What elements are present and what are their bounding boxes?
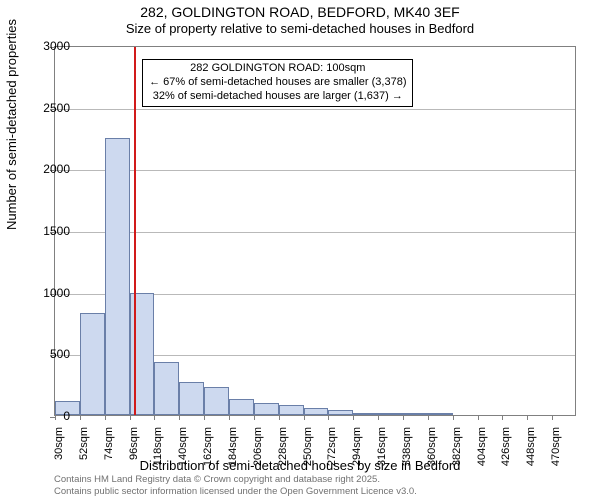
y-axis-label: Number of semi-detached properties: [4, 19, 19, 230]
annot-line1: 282 GOLDINGTON ROAD: 100sqm: [149, 62, 406, 76]
histogram-bar: [105, 138, 130, 416]
y-tick-label: 1000: [30, 286, 70, 300]
y-tick-label: 500: [30, 347, 70, 361]
x-tick: [304, 415, 305, 420]
histogram-bar: [254, 403, 279, 415]
histogram-bar: [154, 362, 179, 415]
x-tick-label: 74sqm: [103, 427, 115, 460]
x-tick: [105, 415, 106, 420]
x-tick: [552, 415, 553, 420]
histogram-bar: [428, 413, 453, 415]
plot-inner: 30sqm52sqm74sqm96sqm118sqm140sqm162sqm18…: [54, 46, 576, 416]
x-tick: [130, 415, 131, 420]
x-tick: [254, 415, 255, 420]
x-tick: [279, 415, 280, 420]
histogram-bar: [304, 408, 329, 415]
gridline: [55, 232, 575, 233]
histogram-bar: [204, 387, 229, 415]
histogram-bar: [229, 399, 254, 415]
x-tick: [179, 415, 180, 420]
x-tick: [328, 415, 329, 420]
annot-line3: 32% of semi-detached houses are larger (…: [149, 90, 406, 104]
histogram-bar: [353, 413, 378, 415]
x-tick: [527, 415, 528, 420]
x-tick: [428, 415, 429, 420]
x-tick: [229, 415, 230, 420]
histogram-bar: [403, 413, 428, 415]
y-tick-label: 0: [30, 409, 70, 423]
footer-line1: Contains HM Land Registry data © Crown c…: [54, 474, 417, 486]
x-tick: [204, 415, 205, 420]
x-tick: [403, 415, 404, 420]
gridline: [55, 109, 575, 110]
y-tick-label: 2500: [30, 101, 70, 115]
x-tick: [453, 415, 454, 420]
property-marker-line: [134, 47, 136, 415]
histogram-bar: [328, 410, 353, 415]
x-tick: [502, 415, 503, 420]
x-tick: [80, 415, 81, 420]
histogram-bar: [179, 382, 204, 415]
x-tick: [378, 415, 379, 420]
x-tick-label: 96sqm: [128, 427, 140, 460]
histogram-bar: [378, 413, 403, 415]
footer-line2: Contains public sector information licen…: [54, 486, 417, 498]
y-tick-label: 2000: [30, 162, 70, 176]
chart-title-block: 282, GOLDINGTON ROAD, BEDFORD, MK40 3EF …: [0, 4, 600, 36]
x-tick-label: 52sqm: [78, 427, 90, 460]
chart-title: 282, GOLDINGTON ROAD, BEDFORD, MK40 3EF: [0, 4, 600, 20]
gridline: [55, 170, 575, 171]
x-tick-label: 30sqm: [53, 427, 65, 460]
chart-subtitle: Size of property relative to semi-detach…: [0, 21, 600, 36]
histogram-bar: [279, 405, 304, 415]
attribution-footer: Contains HM Land Registry data © Crown c…: [54, 474, 417, 498]
x-tick: [154, 415, 155, 420]
chart-plot-area: 30sqm52sqm74sqm96sqm118sqm140sqm162sqm18…: [54, 46, 576, 416]
annotation-box: 282 GOLDINGTON ROAD: 100sqm← 67% of semi…: [142, 59, 413, 106]
annot-line2: ← 67% of semi-detached houses are smalle…: [149, 76, 406, 90]
y-tick-label: 1500: [30, 224, 70, 238]
y-tick-label: 3000: [30, 39, 70, 53]
x-axis-label: Distribution of semi-detached houses by …: [0, 458, 600, 473]
x-tick: [478, 415, 479, 420]
histogram-bar: [80, 313, 105, 415]
x-tick: [353, 415, 354, 420]
